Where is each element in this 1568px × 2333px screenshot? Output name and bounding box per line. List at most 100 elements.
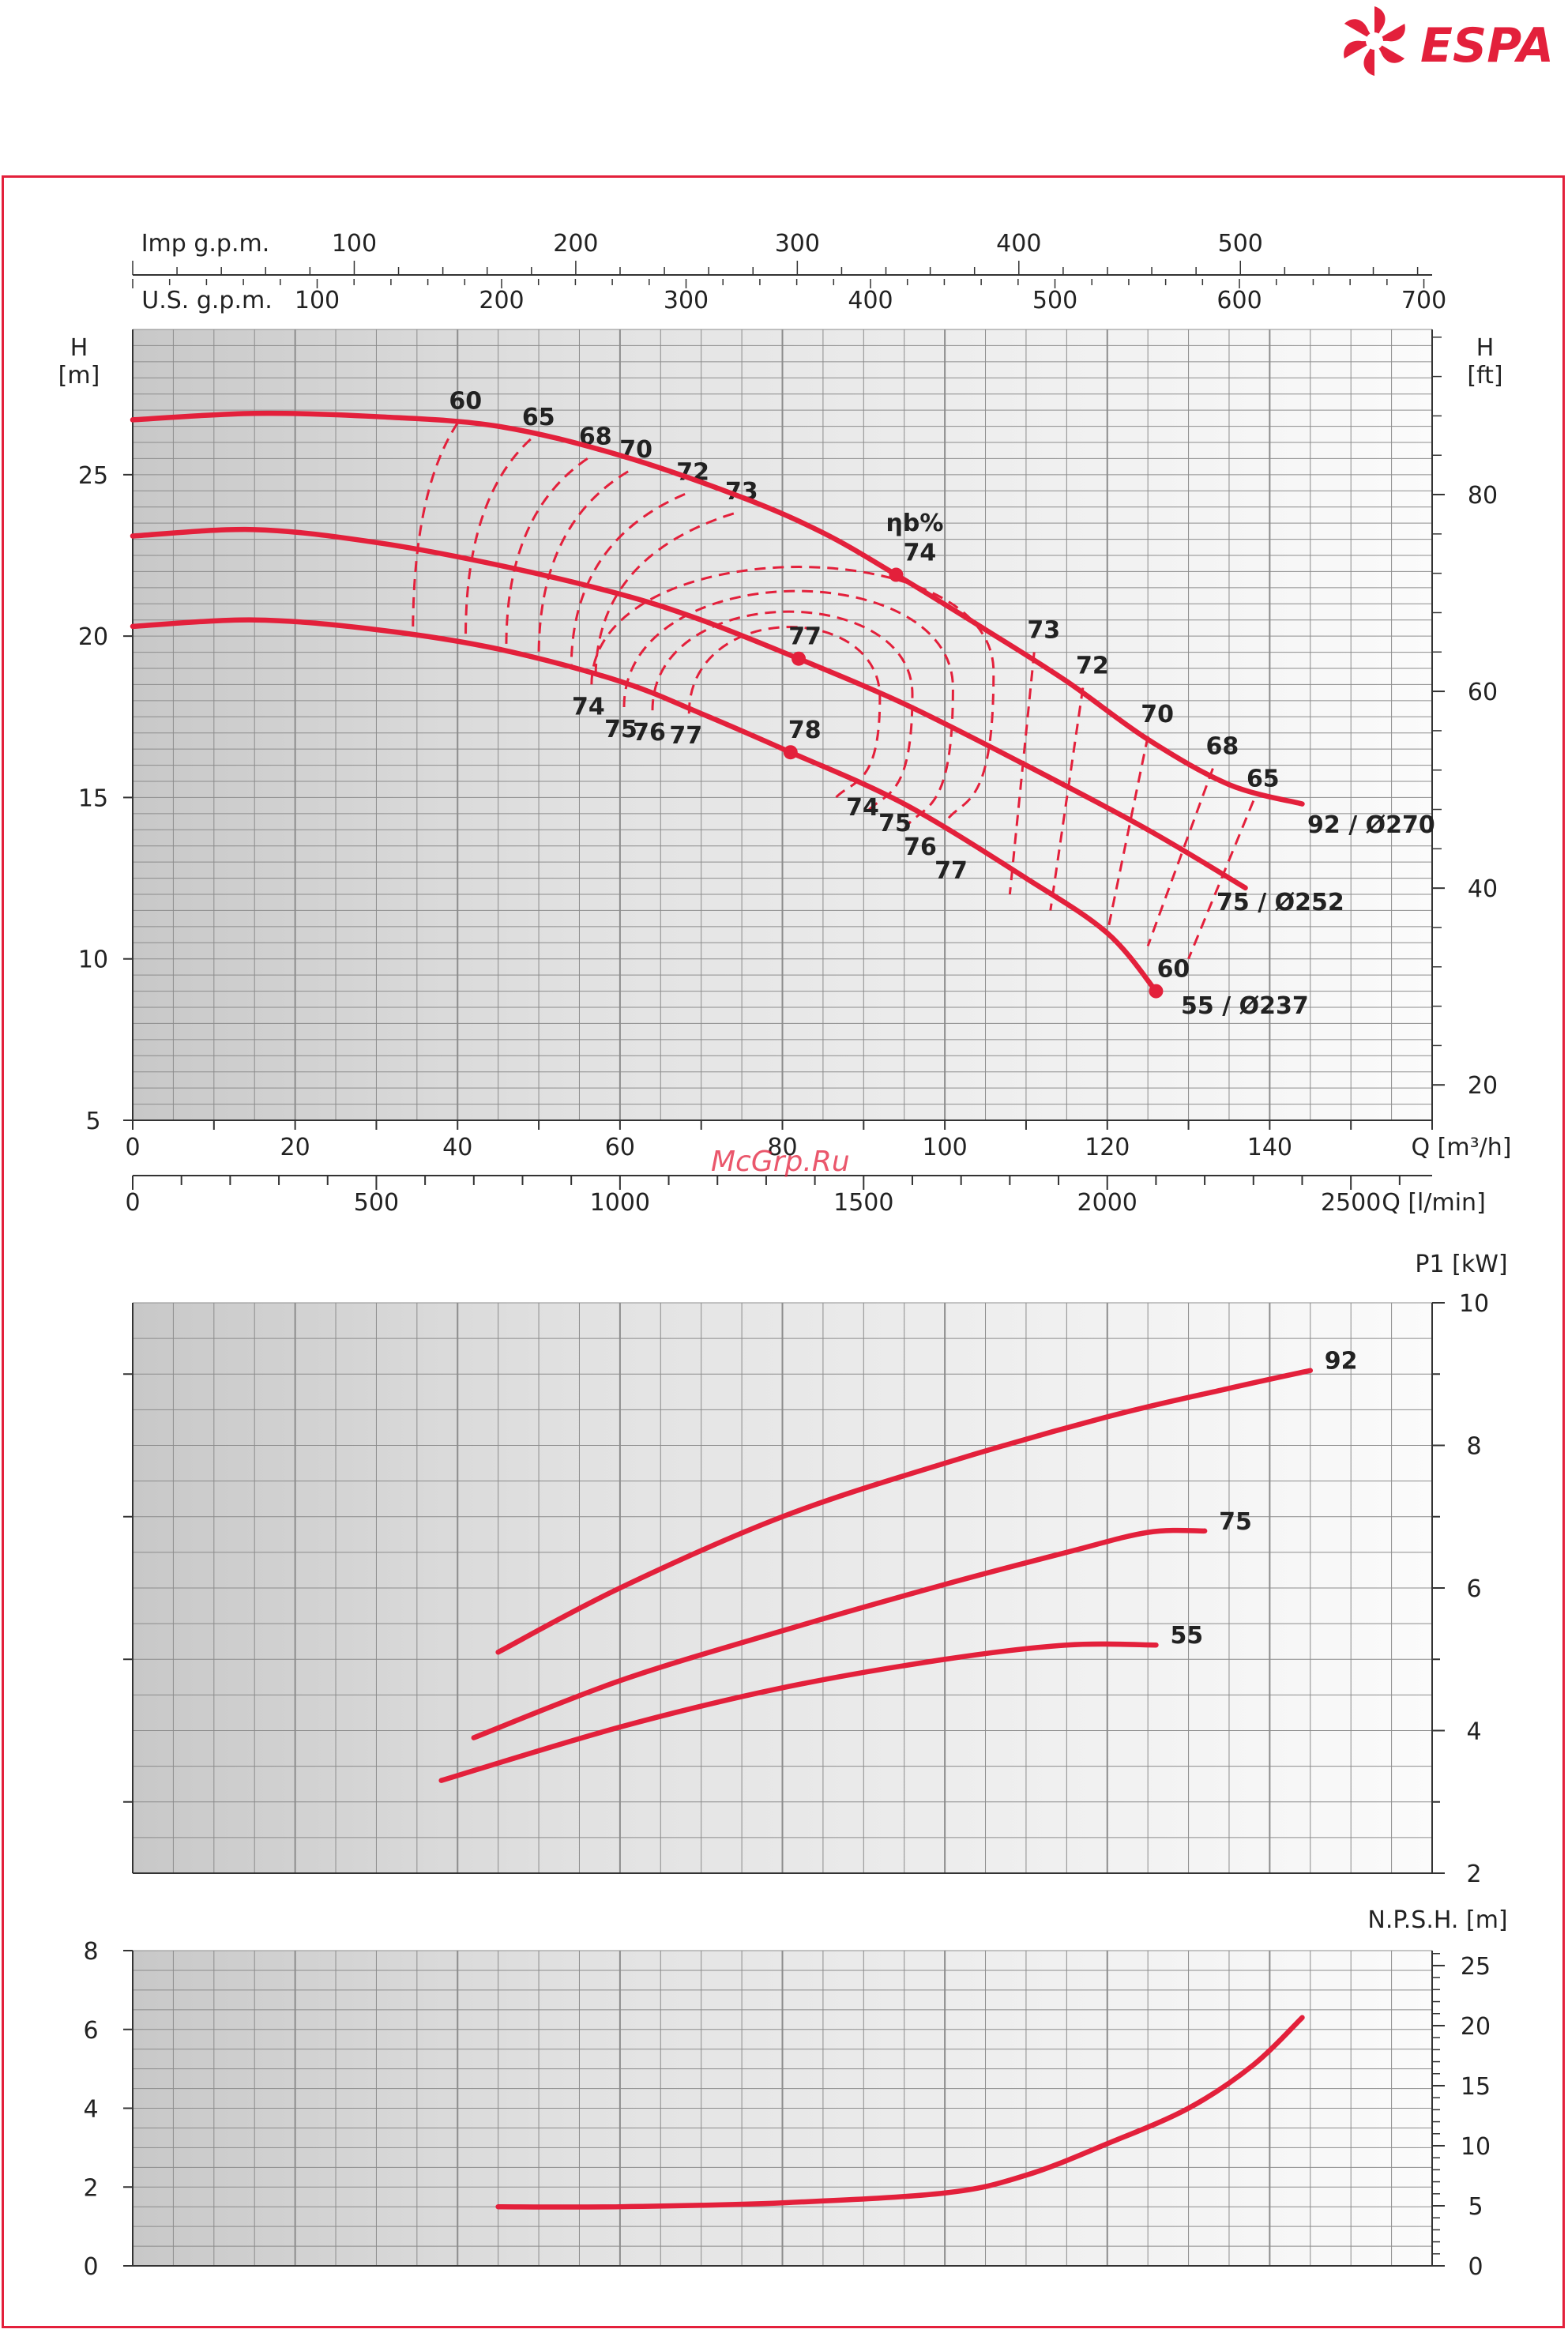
espa-logo: ESPA [1344,6,1554,76]
efficiency-line-right-70 [1106,736,1149,934]
efficiency-point-60 [1149,984,1164,999]
efficiency-loop-label-right-76: 76 [904,833,937,861]
efficiency-label-right-72: 72 [1076,653,1109,680]
efficiency-line-72 [570,492,686,669]
head-curve-label-0: 92 / Ø270 [1307,811,1435,839]
efficiency-line-right-68 [1146,768,1214,946]
lmin-tick-label: 0 [125,1189,140,1217]
head-ft-label: 20 [1468,1072,1498,1100]
head-xtick-label: 100 [922,1134,967,1161]
power-curve-label-75: 75 [1219,1508,1252,1536]
head-xtick-label: 0 [125,1134,140,1161]
efficiency-label-right-68: 68 [1206,733,1239,761]
efficiency-loop-label-right-77: 77 [934,857,968,885]
npsh-ft-label: 0 [1468,2253,1483,2281]
lmin-tick-label: 1000 [590,1189,650,1217]
npsh-left-tick-label: 6 [83,2017,98,2045]
head-ft-label: 40 [1468,875,1498,903]
power-curve-label-55: 55 [1170,1622,1203,1650]
efficiency-line-70 [537,470,629,656]
head-ylabel-left-unit: [m] [58,362,100,389]
head-ytick-label: 25 [78,462,108,490]
efficiency-point-label-60: 60 [1157,956,1190,984]
npsh-left-tick-label: 2 [83,2174,98,2202]
us-gpm-tick-label: 200 [479,287,524,314]
us-gpm-tick-label: 600 [1216,287,1262,314]
us-gpm-tick-label: 400 [848,287,893,314]
power-ylabel: P1 [kW] [1415,1251,1507,1278]
lmin-tick-label: 2000 [1077,1189,1137,1217]
imp-gpm-tick-label: 200 [553,230,598,258]
power-ytick-label: 8 [1466,1433,1481,1461]
head-xtick-label: 120 [1085,1134,1130,1161]
us-gpm-tick-label: 100 [295,287,340,314]
npsh-left-tick-label: 8 [83,1938,98,1966]
lmin-tick-label: 1500 [833,1189,893,1217]
npsh-chart: 0 2 4 6 8 0 5 10 15 20 25 N.P.S.H. [m] [83,1906,1507,2281]
power-curve-75 [471,1527,1208,1740]
lmin-tick-label: 2500 [1321,1189,1381,1217]
efficiency-loop-label-right-74: 74 [846,794,879,822]
power-ytick-label: 2 [1466,1861,1481,1888]
power-curve-55 [438,1641,1159,1783]
imp-gpm-tick-label: 500 [1218,230,1263,258]
watermark-text: McGrp.Ru [711,1146,850,1178]
npsh-ft-label: 10 [1461,2133,1491,2161]
efficiency-label-right-65: 65 [1247,766,1280,793]
npsh-ft-label: 20 [1461,2013,1491,2041]
efficiency-line-73 [594,512,735,679]
power-ytick-label: 4 [1466,1718,1481,1746]
head-curve-75 / Ø252 [130,526,1248,891]
head-ytick-label: 5 [85,1108,100,1135]
lmin-tick-label: 500 [354,1189,399,1217]
efficiency-label-right-73: 73 [1027,617,1060,645]
npsh-left-tick-label: 0 [83,2253,98,2281]
npsh-ylabel: N.P.S.H. [m] [1367,1906,1507,1934]
head-xtick-label: 20 [280,1134,310,1161]
efficiency-point-label-77: 77 [788,623,822,651]
head-ft-label: 60 [1468,679,1498,706]
head-ytick-label: 10 [78,946,108,974]
head-ft-label: 80 [1468,482,1498,510]
power-curve-label-92: 92 [1325,1348,1358,1375]
efficiency-line-right-72 [1049,687,1085,911]
efficiency-loop-75 [622,589,954,829]
npsh-left-tick-label: 4 [83,2096,98,2124]
efficiency-point-label-78: 78 [788,717,822,744]
imp-gpm-tick-label: 100 [332,230,377,258]
efficiency-title: ηb% [886,510,944,537]
power-ytick-label: 10 [1459,1290,1489,1318]
efficiency-loop-label-left-76: 76 [633,719,666,747]
power-curve-92 [495,1368,1314,1655]
efficiency-line-right-65 [1187,800,1255,960]
power-chart: 2 4 6 8 10 P1 [kW] 92 75 55 [123,1251,1508,1888]
npsh-curve [495,2015,1305,2210]
power-ytick-label: 6 [1466,1575,1481,1603]
efficiency-loop-76 [651,610,914,816]
imp-gpm-label: Imp g.p.m. [141,230,270,258]
imp-gpm-tick-label: 400 [996,230,1041,258]
head-curve-55 / Ø237 [130,617,1159,994]
head-ytick-label: 15 [78,785,108,812]
head-curve-92 / Ø270 [130,410,1305,807]
head-ylabel-right-unit: [ft] [1467,362,1502,389]
npsh-ft-label: 5 [1468,2193,1483,2221]
npsh-ft-label: 25 [1461,1953,1491,1981]
efficiency-loop-label-left-74: 74 [572,693,605,721]
efficiency-loop-label-right-75: 75 [878,810,912,837]
head-xtick-label: 80 [767,1134,797,1161]
efficiency-line-68 [505,457,588,646]
efficiency-point-label-74: 74 [904,540,937,567]
efficiency-line-right-73 [1008,652,1036,895]
efficiency-loop-label-left-77: 77 [669,722,702,750]
lmin-label: Q [l/min] [1382,1189,1486,1217]
efficiency-label-60: 60 [449,387,482,415]
efficiency-line-65 [464,438,532,637]
head-curve-label-1: 75 / Ø252 [1216,889,1344,916]
efficiency-label-65: 65 [522,404,555,431]
brand-name: ESPA [1420,18,1554,73]
head-ylabel-right: H [1476,334,1495,362]
us-gpm-tick-label: 700 [1401,287,1446,314]
